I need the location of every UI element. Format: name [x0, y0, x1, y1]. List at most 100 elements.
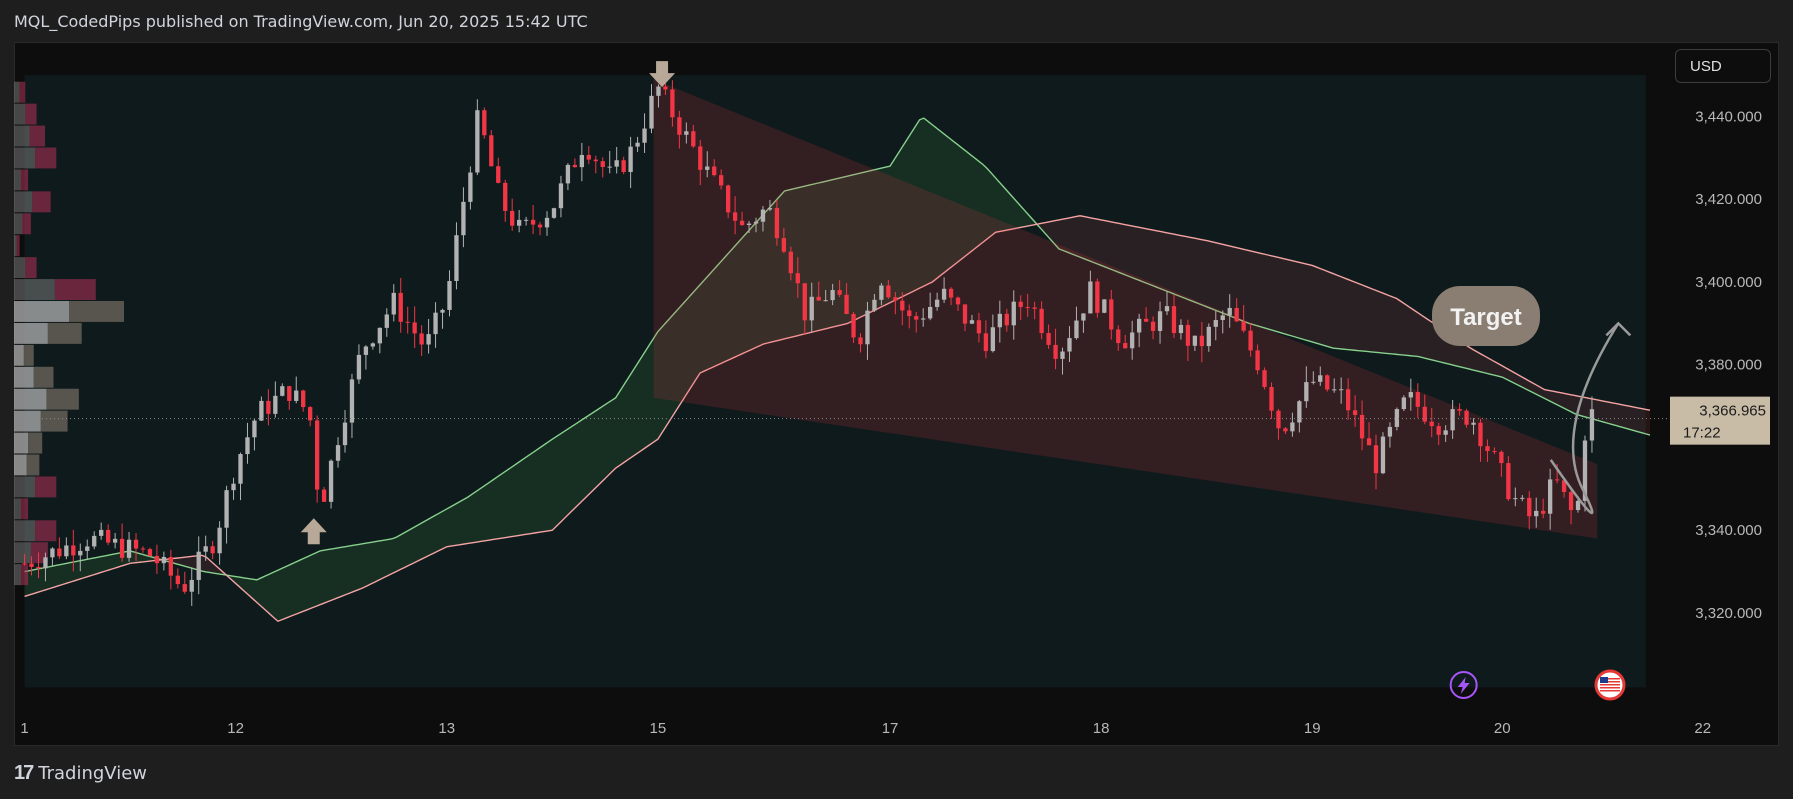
candle[interactable] — [774, 208, 780, 239]
currency-button[interactable]: USD — [1675, 49, 1771, 83]
candle[interactable] — [238, 454, 243, 484]
candle[interactable] — [1123, 343, 1128, 349]
candle[interactable] — [1269, 387, 1274, 411]
candle[interactable] — [203, 546, 208, 552]
candle[interactable] — [565, 164, 571, 184]
candle[interactable] — [934, 299, 940, 307]
candle[interactable] — [1589, 409, 1595, 441]
candle[interactable] — [719, 175, 724, 186]
candle[interactable] — [628, 146, 633, 173]
candle[interactable] — [384, 314, 389, 328]
candle[interactable] — [43, 557, 48, 569]
candle[interactable] — [649, 95, 654, 129]
candle[interactable] — [1143, 318, 1149, 322]
candle[interactable] — [342, 422, 348, 446]
candle[interactable] — [1283, 428, 1288, 432]
candle[interactable] — [1464, 410, 1469, 425]
candle[interactable] — [914, 316, 919, 320]
candle[interactable] — [1248, 330, 1253, 351]
candle[interactable] — [990, 327, 996, 352]
candle[interactable] — [663, 86, 668, 90]
candle[interactable] — [1422, 406, 1427, 422]
candle[interactable] — [516, 219, 522, 226]
candle[interactable] — [496, 166, 501, 183]
candle[interactable] — [621, 160, 626, 173]
candle[interactable] — [1199, 335, 1205, 347]
candle[interactable] — [482, 110, 487, 136]
candle[interactable] — [1582, 440, 1588, 501]
candle[interactable] — [712, 166, 717, 176]
candle[interactable] — [635, 142, 640, 147]
candle[interactable] — [816, 296, 821, 301]
candle[interactable] — [1478, 422, 1483, 447]
candle[interactable] — [426, 334, 431, 345]
candle[interactable] — [1241, 321, 1246, 331]
candle[interactable] — [1499, 451, 1504, 464]
candle[interactable] — [356, 354, 362, 380]
candle[interactable] — [823, 300, 828, 302]
candle[interactable] — [962, 304, 968, 324]
candle[interactable] — [308, 407, 313, 421]
candle[interactable] — [301, 390, 306, 408]
candle[interactable] — [788, 251, 793, 274]
candle[interactable] — [969, 320, 975, 324]
candle[interactable] — [684, 131, 689, 135]
candle[interactable] — [844, 294, 849, 315]
candle[interactable] — [955, 297, 961, 305]
candle[interactable] — [760, 209, 766, 222]
candle[interactable] — [872, 299, 877, 311]
candle[interactable] — [656, 86, 661, 96]
candle[interactable] — [475, 110, 480, 173]
candle[interactable] — [544, 217, 550, 228]
candle[interactable] — [1185, 324, 1191, 346]
candle[interactable] — [593, 159, 598, 162]
candle[interactable] — [1554, 479, 1560, 481]
candle[interactable] — [1436, 426, 1441, 435]
candle[interactable] — [370, 343, 376, 347]
candle[interactable] — [510, 210, 515, 226]
candle[interactable] — [105, 529, 111, 543]
candle[interactable] — [781, 238, 787, 252]
candle[interactable] — [71, 545, 76, 556]
candle[interactable] — [147, 549, 153, 556]
candle[interactable] — [1345, 389, 1351, 411]
candle[interactable] — [321, 489, 327, 502]
candle[interactable] — [335, 445, 341, 461]
candle[interactable] — [1415, 392, 1420, 407]
candle[interactable] — [1088, 281, 1093, 314]
candle[interactable] — [405, 321, 410, 323]
candle[interactable] — [1408, 392, 1413, 398]
candle[interactable] — [1290, 422, 1295, 432]
candle[interactable] — [1213, 320, 1218, 327]
candle[interactable] — [175, 575, 180, 585]
candle[interactable] — [231, 483, 236, 491]
candle[interactable] — [1074, 320, 1079, 339]
candle[interactable] — [391, 292, 396, 315]
candle[interactable] — [1527, 497, 1532, 517]
candle[interactable] — [997, 313, 1002, 328]
candle[interactable] — [119, 538, 125, 558]
candle[interactable] — [607, 166, 612, 168]
candle[interactable] — [858, 337, 863, 345]
candle[interactable] — [154, 555, 160, 564]
candle[interactable] — [1561, 480, 1567, 493]
candle[interactable] — [85, 546, 90, 551]
candle[interactable] — [266, 400, 271, 414]
candle[interactable] — [1234, 307, 1239, 322]
candle[interactable] — [349, 379, 355, 423]
candle[interactable] — [1534, 510, 1539, 517]
candle[interactable] — [50, 548, 55, 558]
candle[interactable] — [1541, 510, 1546, 514]
candle[interactable] — [1060, 351, 1065, 359]
candle[interactable] — [879, 285, 884, 300]
candle[interactable] — [1067, 338, 1072, 352]
candle[interactable] — [600, 161, 605, 167]
candle[interactable] — [1171, 306, 1177, 334]
candle[interactable] — [1568, 492, 1574, 511]
candle[interactable] — [1575, 500, 1581, 511]
candle[interactable] — [461, 201, 466, 236]
candle[interactable] — [523, 219, 529, 221]
candle[interactable] — [732, 212, 738, 221]
candle[interactable] — [795, 273, 800, 284]
candle[interactable] — [948, 288, 954, 298]
